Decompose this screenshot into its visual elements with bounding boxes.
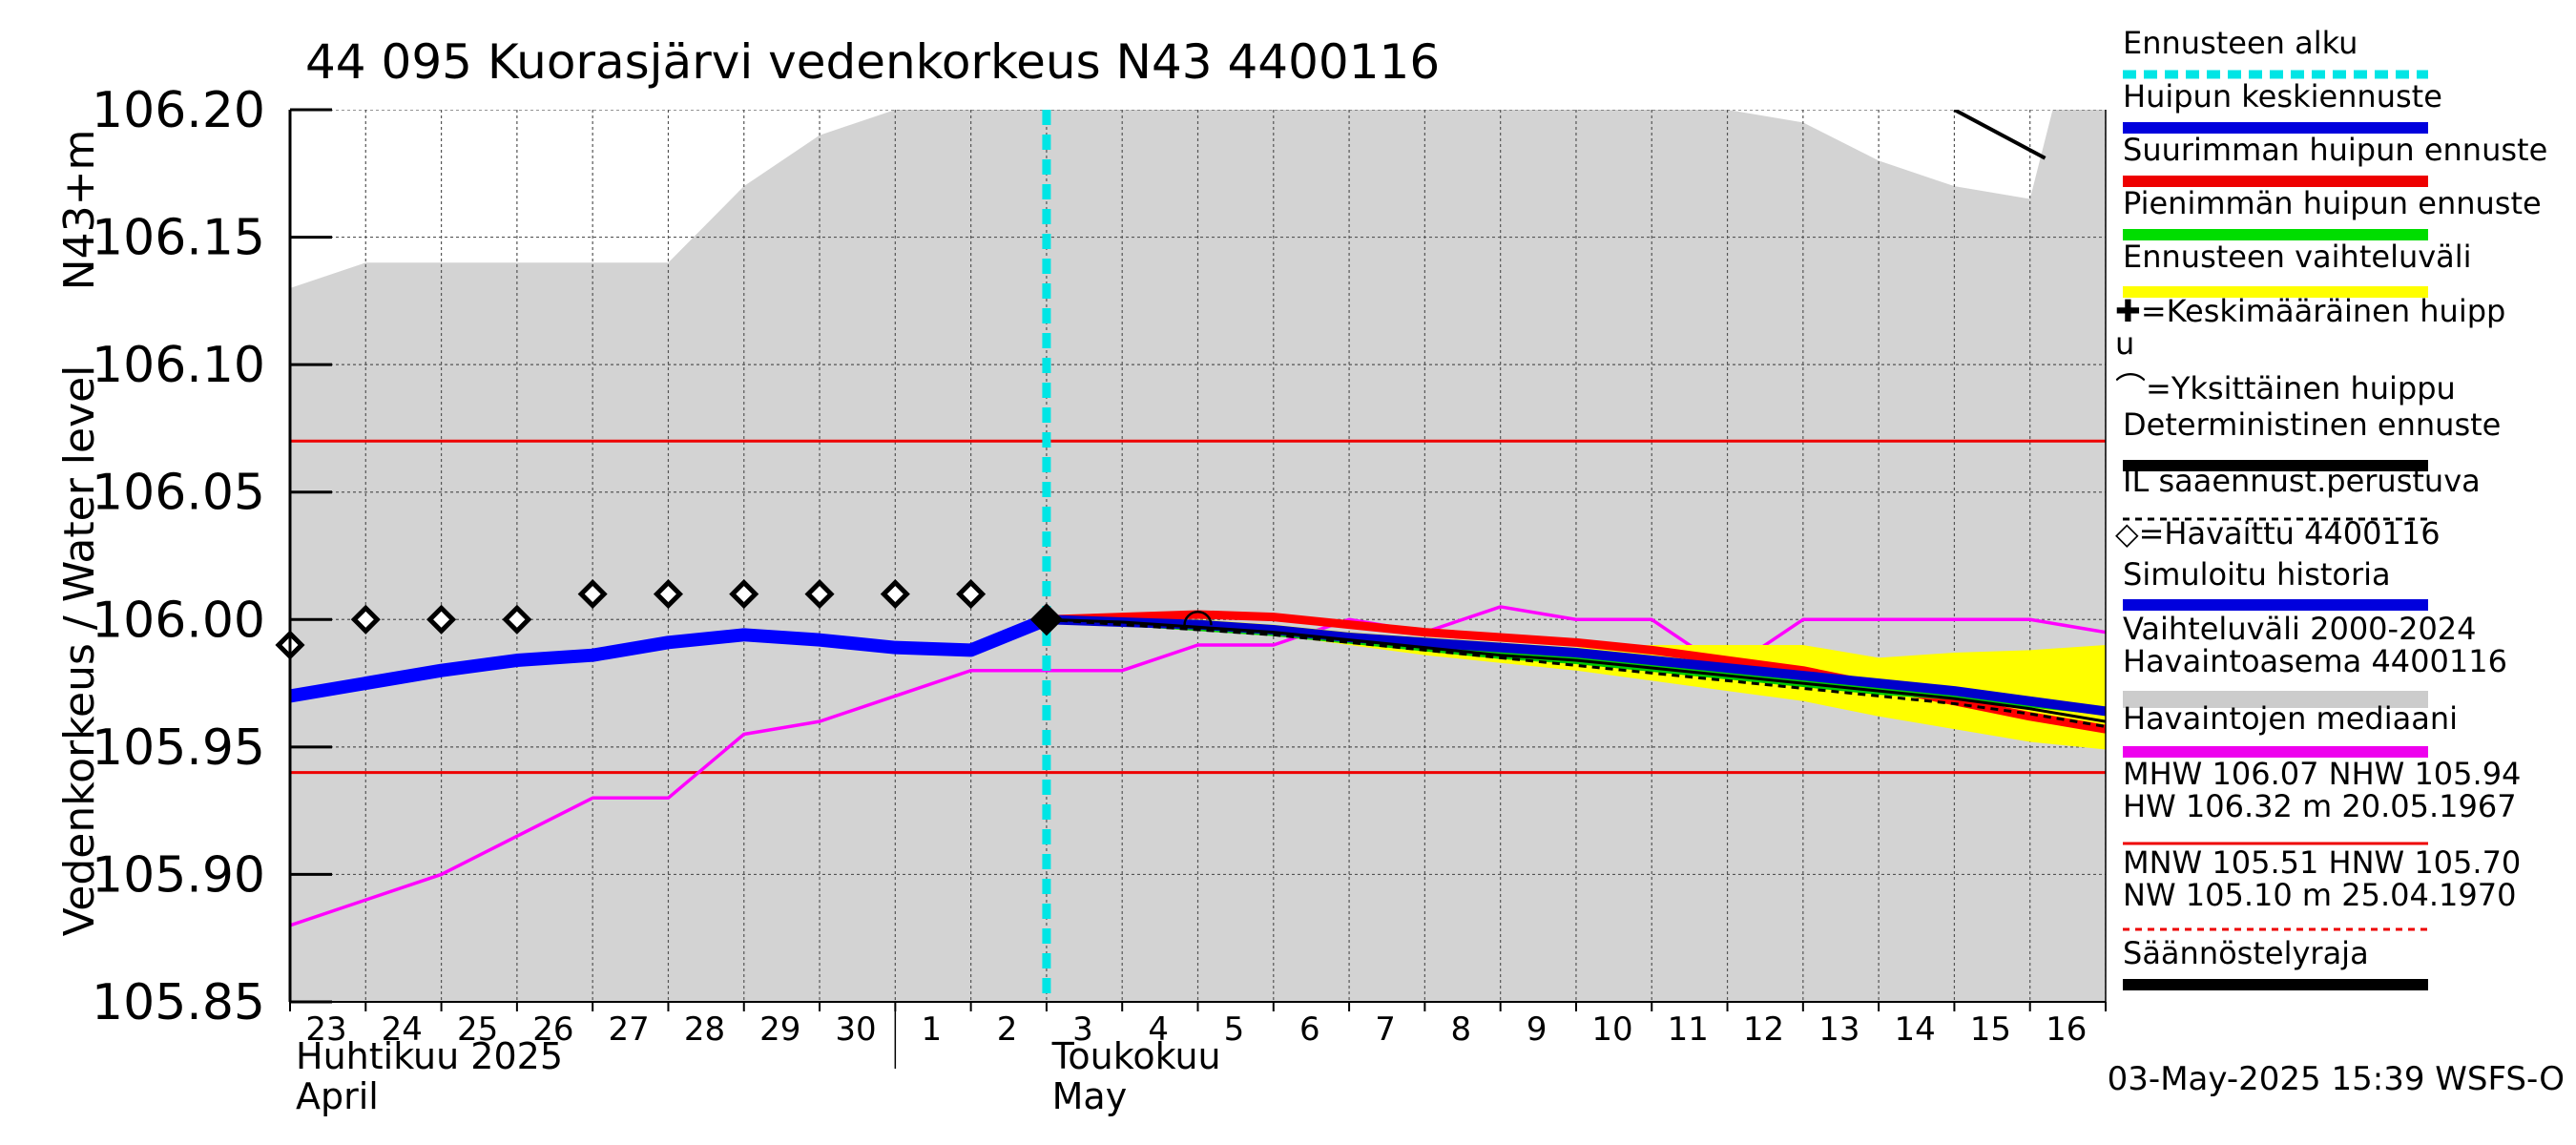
y-tick-label: 106.20 (92, 82, 265, 139)
observed-point (1029, 603, 1064, 636)
x-tick-label: 16 (2046, 1010, 2087, 1049)
y-tick-label: 106.05 (92, 465, 265, 522)
legend-item-label-line2: NW 105.10 m 25.04.1970 (2123, 877, 2516, 913)
x-tick-label: 1 (922, 1010, 943, 1049)
x-tick-label: 5 (1224, 1010, 1245, 1049)
x-tick-label: 10 (1591, 1010, 1632, 1049)
legend-item-label: Ennusteen alku (2123, 25, 2358, 61)
observed-point (577, 579, 608, 610)
legend-item-label-line2: u (2115, 325, 2134, 362)
x-tick-label: 23 (305, 1010, 346, 1049)
x-tick-label: 29 (759, 1010, 800, 1049)
observed-point (653, 579, 683, 610)
legend-item-label: IL sääennust.perustuva (2123, 463, 2481, 499)
x-tick-label: 3 (1072, 1010, 1093, 1049)
legend-item-label: Huipun keskiennuste (2123, 78, 2442, 114)
legend-item-label: MHW 106.07 NHW 105.94 (2123, 756, 2521, 792)
x-tick-label: 6 (1299, 1010, 1320, 1049)
observed-point (956, 579, 987, 610)
legend-item-label-line2: HW 106.32 m 20.05.1967 (2123, 788, 2517, 824)
series-median-line (290, 605, 2106, 927)
x-tick-label: 26 (532, 1010, 573, 1049)
observed-point (502, 604, 532, 635)
y-axis-unit-label: N43+m (55, 130, 104, 291)
variability-band-area (290, 110, 2106, 1002)
y-tick-label: 106.15 (92, 210, 265, 267)
y-tick-label: 106.00 (92, 592, 265, 649)
x-tick-label: 13 (1818, 1010, 1859, 1049)
legend-item-label: Ennusteen vaihteluväli (2123, 239, 2472, 275)
x-tick-label: 28 (684, 1010, 725, 1049)
chart-title: 44 095 Kuorasjärvi vedenkorkeus N43 4400… (305, 34, 1440, 90)
x-tick-label: 14 (1894, 1010, 1935, 1049)
series-deterministic-forecast-line (1046, 617, 2106, 723)
x-tick-label: 25 (457, 1010, 498, 1049)
x-tick-label: 4 (1148, 1010, 1169, 1049)
series-mean-peak-forecast-line (1046, 614, 2106, 717)
legend-item-label: Havaintojen mediaani (2123, 700, 2458, 737)
x-tick-label: 24 (382, 1010, 423, 1049)
legend-item-label: Simuloitu historia (2123, 556, 2391, 593)
y-tick-label: 106.10 (92, 337, 265, 394)
legend-item-label-line2: Havaintoasema 4400116 (2123, 643, 2507, 679)
y-tick-label: 105.95 (92, 719, 265, 777)
timestamp: 03-May-2025 15:39 WSFS-O (2108, 1060, 2565, 1098)
legend-item-label: ✚=Keskimääräinen huipp (2115, 293, 2505, 329)
legend-item-label: ◇=Havaittu 4400116 (2115, 515, 2441, 552)
legend: Ennusteen alku Huipun keskiennuste Suurimm… (2115, 25, 2547, 990)
month-label: Huhtikuu 2025 (296, 1035, 563, 1077)
x-tick-label: 15 (1970, 1010, 2011, 1049)
x-tick-label: 9 (1527, 1010, 1548, 1049)
month-label: Toukokuu (1051, 1035, 1221, 1077)
x-tick-label: 27 (609, 1010, 650, 1049)
x-axis: 23 24 25 26 27 28 29 30 1 2 3 4 5 6 7 8 9 10 11 12 13 14 15 16H… (289, 110, 2107, 1117)
y-tick-label: 105.90 (92, 846, 265, 904)
observed-point (804, 579, 835, 610)
y-axis-label: Vedenkorkeus / Water level (55, 365, 104, 937)
observed-point (426, 604, 457, 635)
month-label-en: April (296, 1075, 379, 1117)
plot-area (275, 110, 2106, 1002)
x-tick-label: 8 (1451, 1010, 1472, 1049)
series-regulation-limit-line (1953, 110, 2046, 160)
x-tick-label: 11 (1668, 1010, 1709, 1049)
y-axis: 105.85 105.90 105.95 106.00 106.05 106.10 106.… (92, 82, 332, 1031)
single-peak-marker (1183, 611, 1213, 626)
legend-item-label: Suurimman huipun ennuste (2123, 132, 2547, 168)
x-tick-label: 7 (1375, 1010, 1396, 1049)
legend-item-label: Vaihteluväli 2000-2024 (2123, 611, 2477, 647)
month-label-en: May (1052, 1075, 1128, 1117)
series-forecast-range-band (1046, 619, 2106, 750)
observed-point (729, 579, 759, 610)
legend-item-label: ⌒=Yksittäinen huippu (2115, 370, 2456, 406)
legend-item-label: Pienimmän huipun ennuste (2123, 185, 2542, 221)
x-tick-label: 30 (835, 1010, 876, 1049)
series-weather-forecast-line (1046, 617, 2106, 728)
legend-item-label: Säännöstelyraja (2123, 935, 2369, 971)
observed-point (350, 604, 381, 635)
plot-content (290, 110, 2106, 1002)
y-tick-label: 105.85 (92, 974, 265, 1031)
observed-point (880, 579, 910, 610)
series-simulated-history-line (290, 613, 1049, 703)
legend-item-label: Deterministinen ennuste (2123, 406, 2501, 443)
x-tick-label: 2 (997, 1010, 1018, 1049)
legend-item-label: MNW 105.51 HNW 105.70 (2123, 844, 2521, 881)
x-tick-label: 12 (1743, 1010, 1784, 1049)
